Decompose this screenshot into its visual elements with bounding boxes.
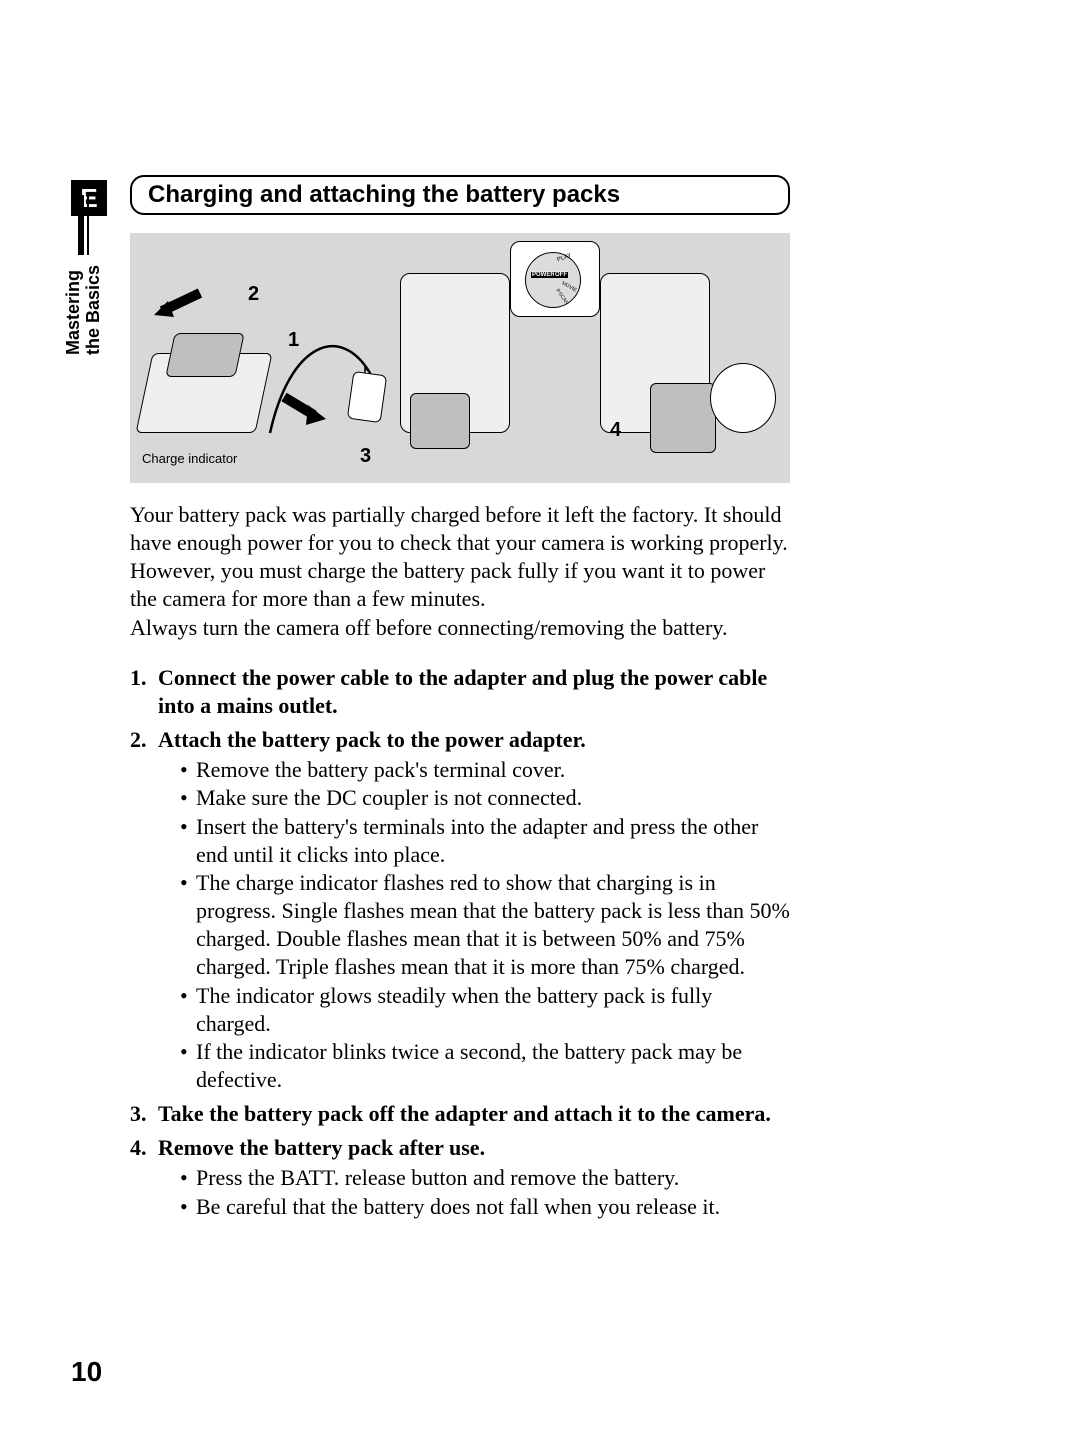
step-1: 1. Connect the power cable to the adapte… (130, 664, 790, 720)
intro-text: Your battery pack was partially charged … (130, 501, 790, 642)
step-3-num: 3. (130, 1100, 147, 1128)
cable-icon (250, 283, 380, 453)
dial-off: OFF (554, 272, 568, 278)
step-4-num: 4. (130, 1134, 147, 1162)
step-4: 4. Remove the battery pack after use. Pr… (130, 1134, 790, 1220)
step-4-sub-1: Press the BATT. release button and remov… (180, 1164, 790, 1192)
step-1-text: Connect the power cable to the adapter a… (158, 665, 767, 718)
illu-label-4: 4 (610, 419, 621, 442)
illu-label-1: 1 (288, 329, 299, 352)
dial-power: POWER (531, 272, 556, 278)
battery-on-charger (165, 333, 244, 377)
step-1-num: 1. (130, 664, 147, 692)
step-2-sub-5: The indicator glows steadily when the ba… (180, 982, 790, 1038)
step-2-sub-6: If the indicator blinks twice a second, … (180, 1038, 790, 1094)
tab-decor-lines (78, 195, 89, 255)
step-2-num: 2. (130, 726, 147, 754)
intro-note: Always turn the camera off before connec… (130, 614, 790, 642)
illu-label-3: 3 (360, 445, 371, 468)
section-tab: Mastering the Basics (64, 195, 104, 355)
tab-line2: the Basics (84, 265, 104, 355)
intro-para: Your battery pack was partially charged … (130, 501, 790, 614)
outlet-shape (347, 371, 387, 423)
steps-list: 1. Connect the power cable to the adapte… (130, 664, 790, 1221)
charge-indicator-caption: Charge indicator (142, 451, 237, 466)
step-2-text: Attach the battery pack to the power ada… (158, 727, 586, 752)
release-callout (710, 363, 776, 433)
step-2-sub-2: Make sure the DC coupler is not connecte… (180, 784, 790, 812)
step-2-sub: Remove the battery pack's terminal cover… (180, 756, 790, 1094)
section-title: Charging and attaching the battery packs (130, 175, 790, 215)
step-4-sub-2: Be careful that the battery does not fal… (180, 1193, 790, 1221)
step-2: 2. Attach the battery pack to the power … (130, 726, 790, 1094)
step-3-text: Take the battery pack off the adapter an… (158, 1101, 771, 1126)
arrow-icon-2 (150, 283, 210, 323)
dial-icon: POWER OFF PLAY MOVIE P.SCAN (510, 241, 600, 317)
battery-shape-1 (410, 393, 470, 449)
illustration-panel: POWER OFF PLAY MOVIE P.SCAN 2 1 3 4 Char… (130, 233, 790, 483)
step-4-text: Remove the battery pack after use. (158, 1135, 485, 1160)
step-2-sub-3: Insert the battery's terminals into the … (180, 813, 790, 869)
step-4-sub: Press the BATT. release button and remov… (180, 1164, 790, 1220)
page-number: 10 (71, 1356, 102, 1388)
arrow-icon-1 (278, 391, 328, 427)
illu-label-2: 2 (248, 283, 259, 306)
manual-page: E Mastering the Basics Charging and atta… (0, 0, 1080, 1443)
step-2-sub-1: Remove the battery pack's terminal cover… (180, 756, 790, 784)
battery-shape-2 (650, 383, 716, 453)
step-3: 3. Take the battery pack off the adapter… (130, 1100, 790, 1128)
step-2-sub-4: The charge indicator flashes red to show… (180, 869, 790, 982)
tab-line1: Mastering (64, 265, 84, 355)
